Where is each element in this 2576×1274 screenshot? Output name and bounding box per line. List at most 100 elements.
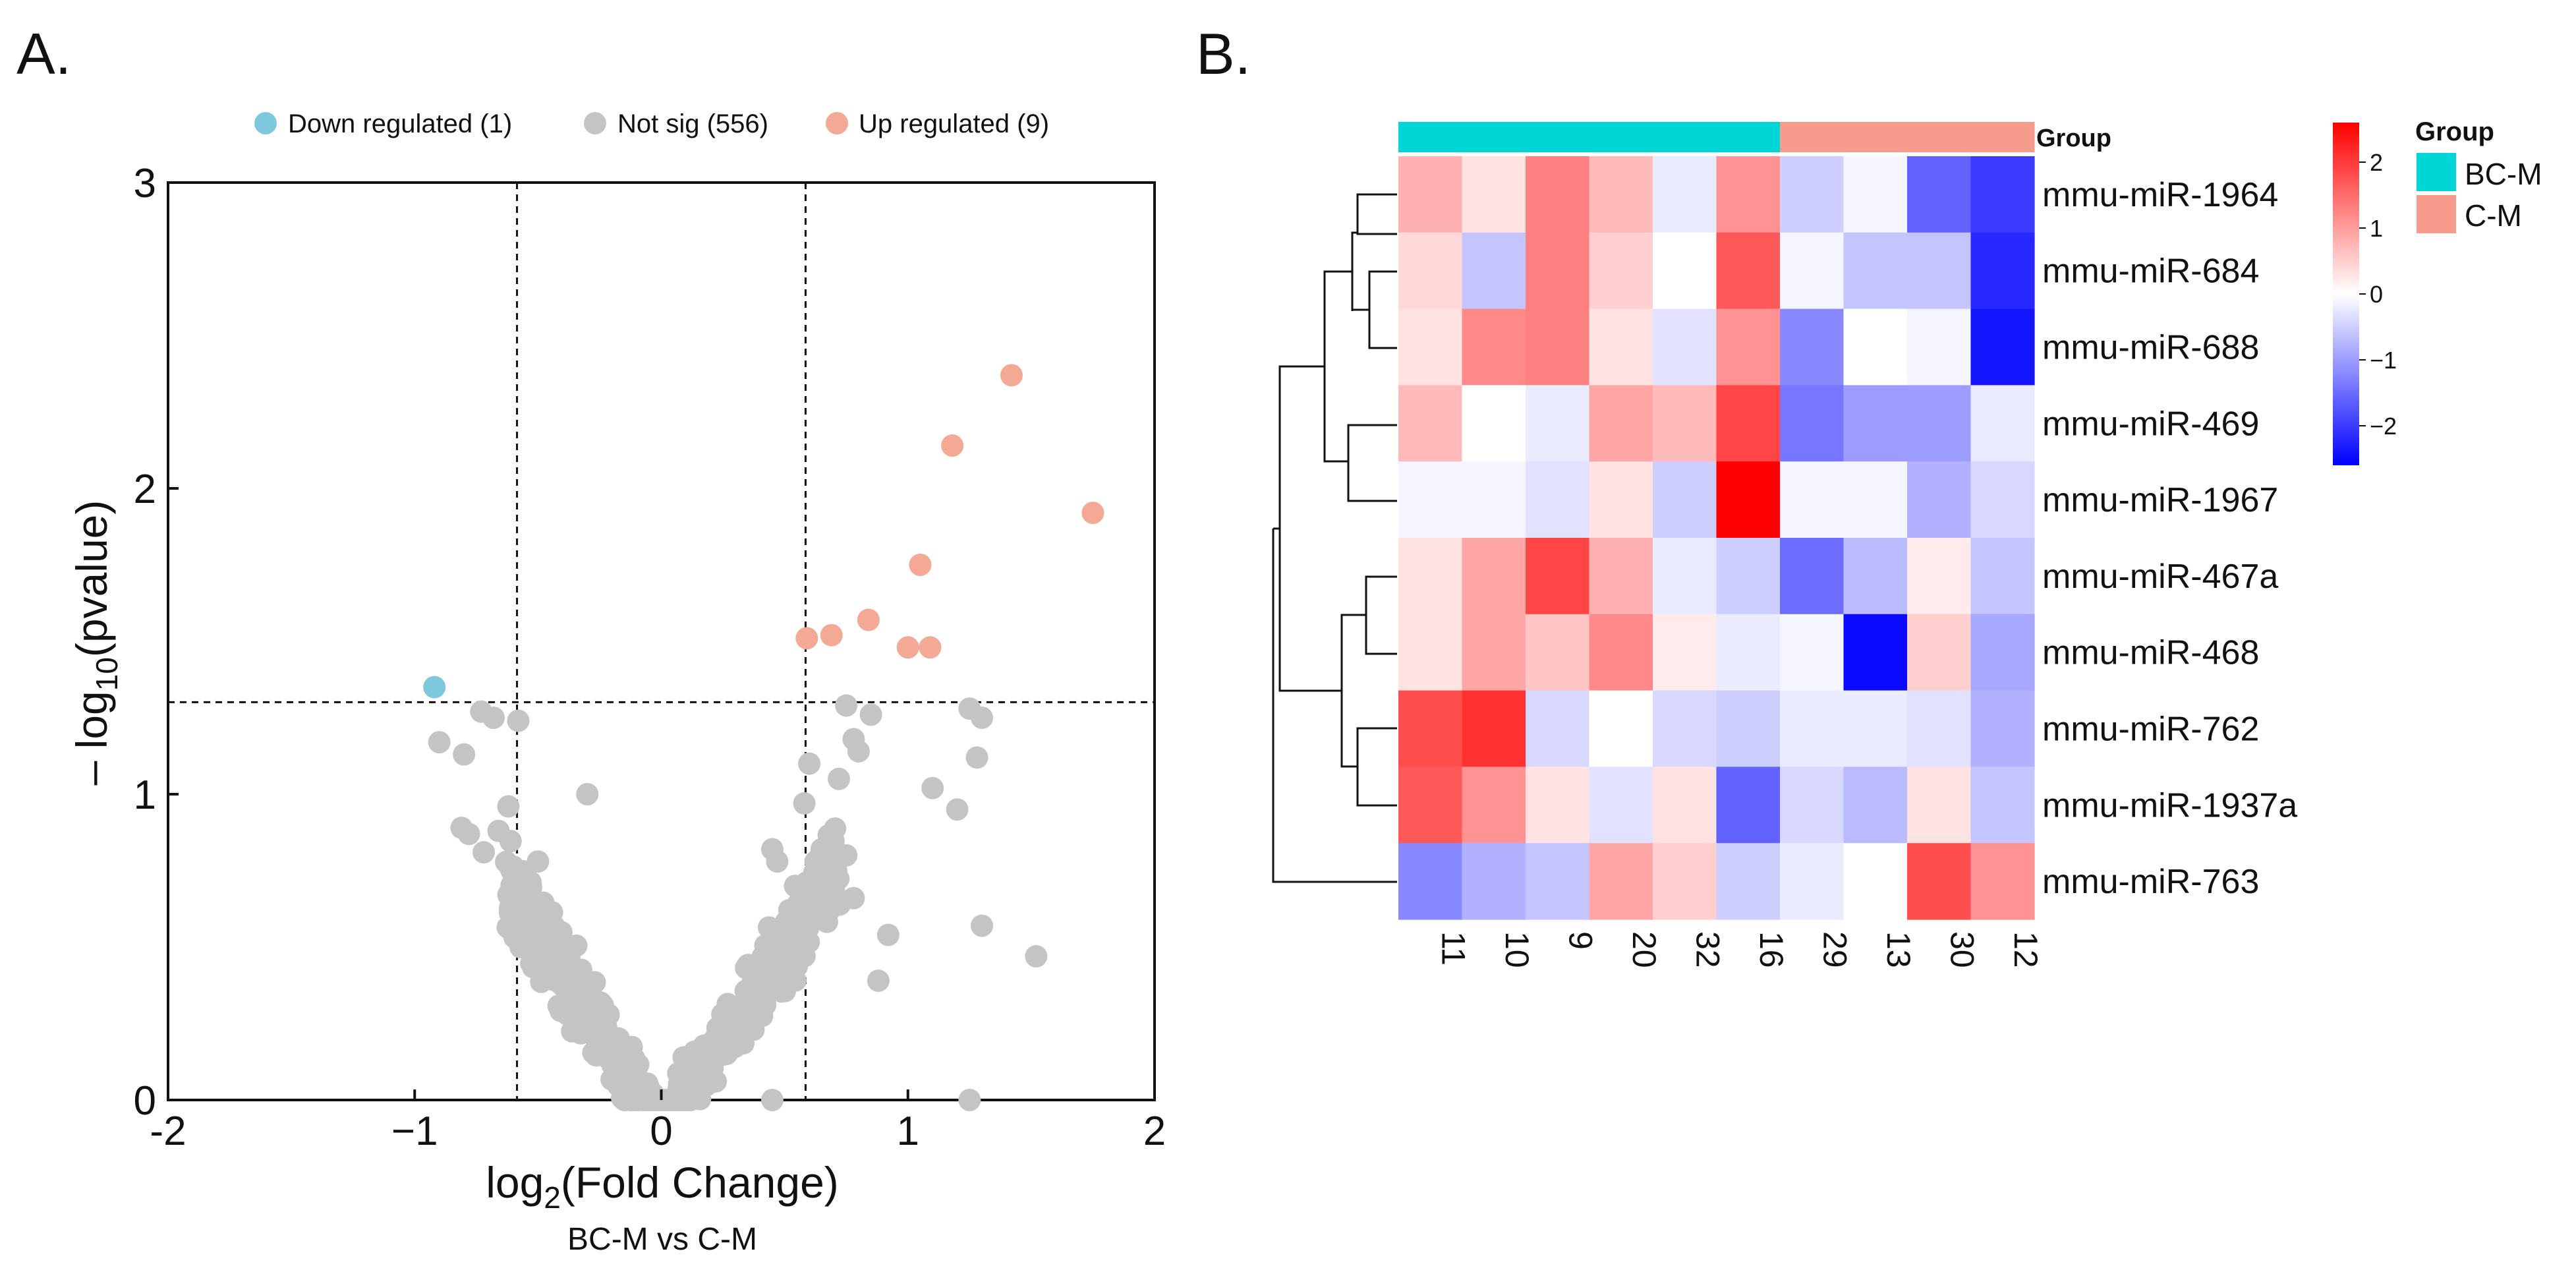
group-bar-cell (1653, 122, 1717, 152)
point-up-regulated (857, 608, 880, 631)
point-not-sig (453, 743, 476, 766)
volcano-points (423, 364, 1104, 1111)
heatmap-cell (1589, 690, 1653, 767)
legend-down-label: Down regulated (1) (288, 109, 512, 138)
group-legend-title: Group (2415, 117, 2494, 146)
heatmap-cell (1589, 614, 1653, 691)
heatmap-cell (1780, 308, 1845, 386)
heatmap-cell (1907, 385, 1972, 462)
column-label: 16 (1753, 931, 1790, 968)
heatmap-cell (1970, 308, 2035, 386)
heatmap-cell (1716, 690, 1781, 767)
heatmap-cell (1653, 385, 1717, 462)
point-not-sig (729, 997, 752, 1020)
heatmap-cell (1716, 614, 1781, 691)
x-tick-label: 2 (1143, 1109, 1166, 1154)
heatmap-cell (1653, 156, 1717, 233)
legend-notsig-marker (584, 112, 606, 134)
point-not-sig (971, 914, 994, 937)
heatmap-cell (1843, 614, 1908, 691)
heatmap-cell (1526, 538, 1590, 615)
point-not-sig (567, 992, 590, 1015)
group-bar-cell (1716, 122, 1781, 152)
row-label: mmu-miR-688 (2042, 329, 2259, 367)
point-not-sig (965, 746, 988, 769)
heatmap-cell (1398, 232, 1463, 310)
column-label: 11 (1435, 931, 1472, 966)
heatmap: Group mmu-miR-1964 mmu-miR-684 mmu-miR-688… (1272, 117, 2542, 968)
group-bar-cell (1970, 122, 2035, 152)
column-label: 32 (1689, 931, 1726, 968)
volcano-legend: Down regulated (1) Not sig (556) Up regu… (254, 109, 1049, 138)
row-label: mmu-miR-468 (2042, 634, 2259, 672)
heatmap-cell (1653, 614, 1717, 691)
heatmap-cell (1780, 156, 1845, 233)
row-label: mmu-miR-1964 (2042, 176, 2278, 214)
heatmap-cell (1589, 232, 1653, 310)
heatmap-cell (1653, 690, 1717, 767)
y-tick-label: 2 (134, 467, 156, 512)
heatmap-cell (1589, 385, 1653, 462)
heatmap-cell (1907, 232, 1972, 310)
group-bar-cell (1589, 122, 1653, 152)
heatmap-cell (1462, 308, 1526, 386)
volcano-plot: Down regulated (1) Not sig (556) Up regu… (67, 109, 1166, 1257)
heatmap-cell (1907, 308, 1972, 386)
heatmap-cell (1907, 538, 1972, 615)
heatmap-cell (1907, 461, 1972, 538)
point-up-regulated (941, 434, 964, 457)
heatmap-cell (1970, 767, 2035, 844)
heatmap-cell (1907, 690, 1972, 767)
point-not-sig (818, 889, 842, 912)
heatmap-row-labels: mmu-miR-1964 mmu-miR-684 mmu-miR-688 mmu-mi… (2042, 176, 2297, 901)
group-bar-cell (1843, 122, 1908, 152)
heatmap-cell (1398, 614, 1463, 691)
heatmap-cell (1780, 843, 1845, 920)
heatmap-cell (1653, 308, 1717, 386)
heatmap-cell (1462, 385, 1526, 462)
heatmap-cell (1843, 156, 1908, 233)
heatmap-cell (1398, 308, 1463, 386)
point-not-sig (576, 783, 599, 805)
heatmap-row-dendrogram (1272, 193, 1397, 883)
group-bar-cell (1462, 122, 1526, 152)
heatmap-cell (1526, 690, 1590, 767)
point-not-sig (761, 949, 784, 972)
point-not-sig (527, 850, 550, 873)
point-not-sig (760, 1089, 784, 1111)
heatmap-cell (1462, 767, 1526, 844)
point-not-sig (643, 1089, 666, 1111)
heatmap-column-labels: 11 10 9 20 32 16 29 13 30 12 (1435, 931, 2044, 968)
legend-down-marker (254, 112, 277, 134)
point-not-sig (487, 819, 510, 842)
point-not-sig (540, 936, 563, 959)
heatmap-cell (1526, 461, 1590, 538)
point-not-sig (592, 1042, 615, 1065)
volcano-ticks: -2 −1 0 1 2 0 1 2 3 (134, 161, 1166, 1154)
group-legend-bcm-swatch (2417, 153, 2456, 191)
point-not-sig (946, 798, 969, 821)
point-not-sig (847, 740, 870, 763)
heatmap-cell (1526, 385, 1590, 462)
column-label: 13 (1880, 931, 1917, 968)
point-up-regulated (1000, 364, 1023, 387)
point-not-sig (682, 1085, 705, 1108)
heatmap-cell (1780, 232, 1845, 310)
legend-up-label: Up regulated (9) (859, 109, 1049, 138)
heatmap-cell (1843, 232, 1908, 310)
heatmap-cell (1970, 843, 2035, 920)
heatmap-cell (1970, 614, 2035, 691)
heatmap-cell (1526, 614, 1590, 691)
group-legend-bcm-label: BC-M (2465, 157, 2542, 191)
group-legend-cm-label: C-M (2465, 198, 2522, 233)
heatmap-cell (1907, 156, 1972, 233)
colorbar-tick-label: 2 (2370, 149, 2383, 176)
point-up-regulated (795, 627, 818, 650)
point-not-sig (497, 795, 520, 818)
y-tick-label: 0 (134, 1078, 156, 1124)
heatmap-cell (1970, 156, 2035, 233)
heatmap-cell (1398, 156, 1463, 233)
heatmap-cell (1589, 461, 1653, 538)
row-label: mmu-miR-469 (2042, 405, 2259, 443)
x-tick-label: −1 (391, 1109, 438, 1154)
